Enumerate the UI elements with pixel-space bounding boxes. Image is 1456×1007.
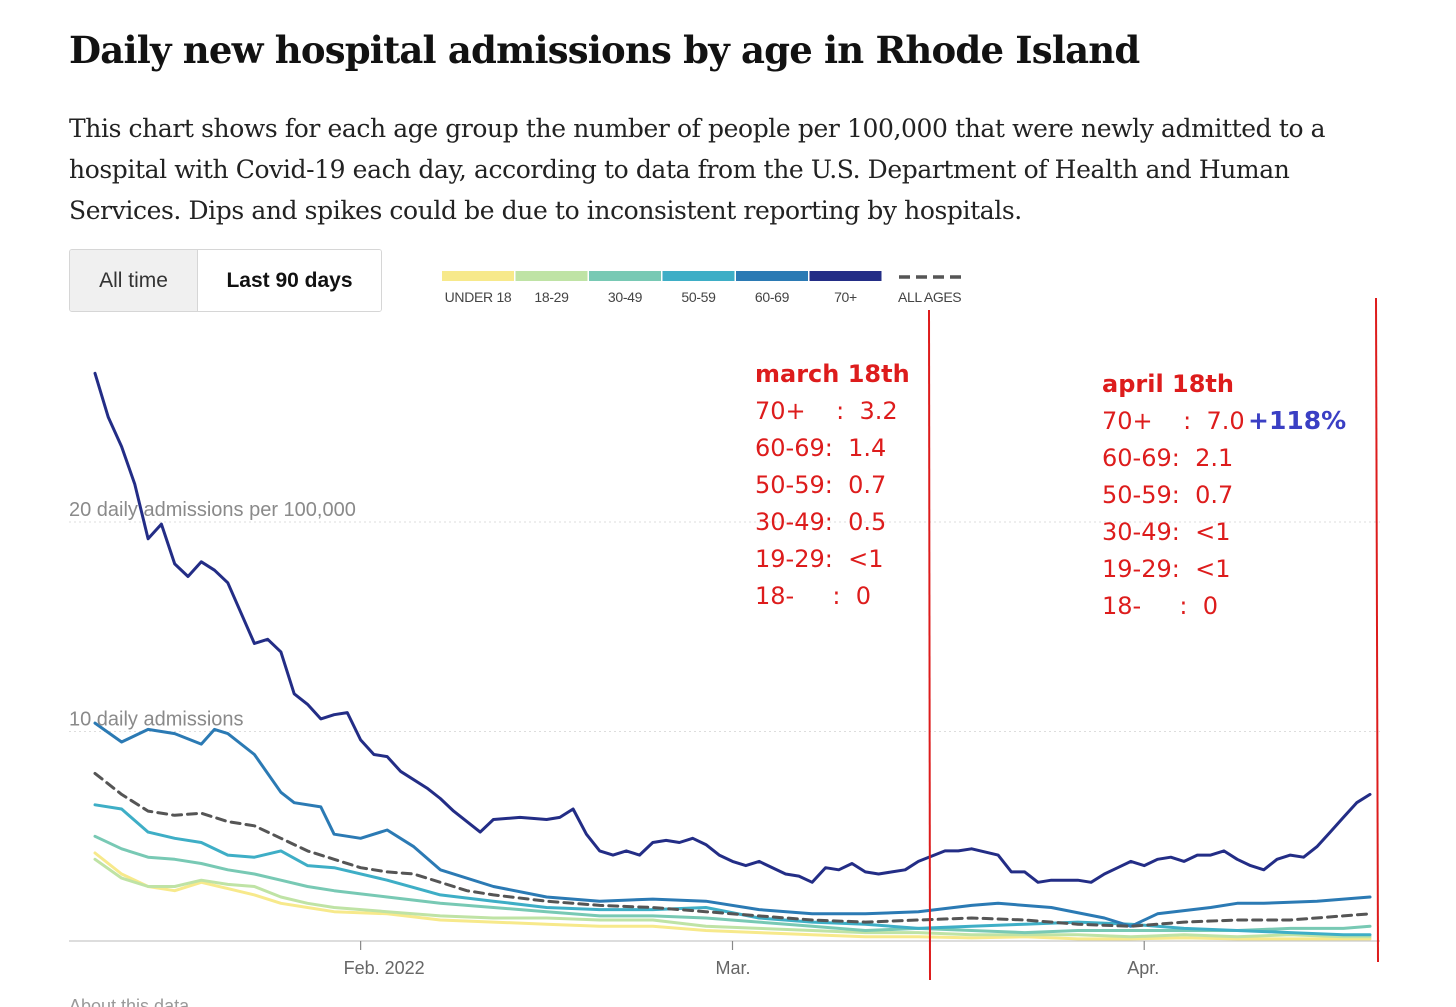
series-line-under18 [93, 851, 1372, 941]
series-line-30-49 [93, 834, 1372, 935]
annotation-row-march: 30-49: 0.5 [755, 508, 886, 536]
legend-label-18-29: 18-29 [534, 289, 569, 305]
legend-label-all-ages: ALL AGES [898, 289, 961, 305]
y-axis-label-0: 20 daily admissions per 100,000 [69, 499, 356, 521]
legend-swatch-under18 [442, 271, 514, 281]
legend-label-60-69: 60-69 [755, 289, 790, 305]
legend-swatch-18-29 [515, 271, 588, 281]
y-axis-labels: 20 daily admissions per 100,000 10 daily … [69, 499, 356, 731]
last-90-days-button[interactable]: Last 90 days [198, 250, 381, 311]
annotation-row-april: 30-49: <1 [1102, 518, 1230, 546]
all-time-button[interactable]: All time [70, 250, 198, 311]
series-line-70+ [93, 371, 1372, 884]
annotation-row-march: 19-29: <1 [755, 545, 883, 573]
time-range-toggle: All time Last 90 days [69, 249, 382, 312]
annotation-row-april: 70+ : 7.0 [1102, 407, 1245, 435]
chart-legend: UNDER 18 18-29 30-49 50-59 60-69 70+ ALL AGES [442, 271, 963, 305]
legend-label-under18: UNDER 18 [445, 289, 512, 305]
annotation-title-march: march 18th [755, 360, 910, 388]
legend-swatch-50-59 [662, 271, 735, 281]
annotation-line-march [928, 309, 931, 981]
series-line-18-29 [93, 857, 1372, 939]
x-axis: Feb. 2022 Mar. Apr. [69, 940, 1380, 978]
legend-swatch-70+ [809, 271, 882, 281]
series-line-all [93, 771, 1372, 928]
annotation-row-march: 70+ : 3.2 [755, 397, 898, 425]
x-tick-label-2: Apr. [1127, 958, 1159, 978]
page-title: Daily new hospital admissions by age in … [69, 28, 1140, 72]
chart-series-group [93, 371, 1372, 941]
annotation-row-april: 60-69: 2.1 [1102, 444, 1233, 472]
about-data-link[interactable]: About this data [69, 996, 190, 1007]
annotations: march 18th 70+ : 3.2 60-69: 1.4 50-59: 0.7 3… [755, 297, 1379, 981]
annotation-row-march: 50-59: 0.7 [755, 471, 886, 499]
legend-label-30-49: 30-49 [608, 289, 643, 305]
annotation-row-april: 50-59: 0.7 [1102, 481, 1233, 509]
chart-gridlines [69, 521, 1380, 732]
legend-label-50-59: 50-59 [681, 289, 716, 305]
chart-description: This chart shows for each age group the … [69, 114, 1326, 225]
legend-label-70+: 70+ [834, 289, 857, 305]
y-axis-label-1: 10 daily admissions [69, 709, 244, 731]
annotation-row-march: 60-69: 1.4 [755, 434, 886, 462]
annotation-row-march: 18- : 0 [755, 582, 871, 610]
annotation-row-april: 19-29: <1 [1102, 555, 1230, 583]
annotation-row-april: 18- : 0 [1102, 592, 1218, 620]
x-tick-label-1: Mar. [716, 958, 751, 978]
x-tick-label-0: Feb. 2022 [344, 958, 425, 978]
annotation-line-april [1375, 297, 1379, 963]
annotation-title-april: april 18th [1102, 370, 1234, 398]
series-line-60-69 [93, 721, 1372, 928]
legend-swatch-60-69 [736, 271, 808, 281]
annotation-percent-change: +118% [1248, 406, 1346, 435]
legend-swatch-30-49 [589, 271, 661, 281]
